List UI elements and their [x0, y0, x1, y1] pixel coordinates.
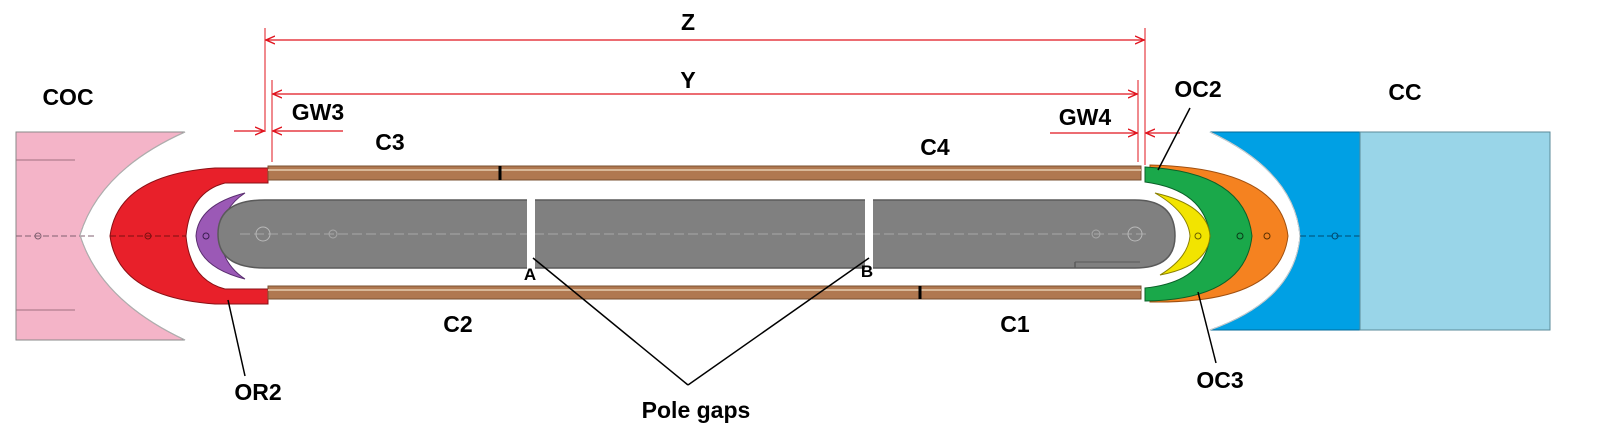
label-or2: OR2 — [234, 379, 281, 405]
conductor-c2-c1 — [267, 285, 1142, 300]
dimension-y — [271, 80, 1139, 162]
or2-red-coil — [79, 131, 269, 341]
pole-body — [217, 199, 1176, 269]
conductor-c3-c4 — [267, 165, 1142, 181]
pole-gap-a — [527, 198, 535, 270]
label-oc2: OC2 — [1174, 76, 1221, 102]
pole-gap-b — [865, 198, 873, 270]
label-coc: COC — [42, 84, 93, 110]
label-b: B — [861, 262, 873, 281]
label-y: Y — [680, 67, 695, 93]
label-gw4: GW4 — [1059, 104, 1112, 130]
label-gw3: GW3 — [292, 99, 344, 125]
label-c2: C2 — [443, 311, 472, 337]
label-c3: C3 — [375, 129, 404, 155]
cc-tail — [1359, 131, 1551, 331]
label-c1: C1 — [1000, 311, 1030, 337]
label-oc3: OC3 — [1196, 367, 1243, 393]
label-a: A — [524, 265, 536, 284]
label-c4: C4 — [920, 134, 950, 160]
leader-lines — [227, 107, 1217, 386]
label-z: Z — [681, 9, 695, 35]
label-cc: CC — [1388, 79, 1421, 105]
label-pole-gaps: Pole gaps — [642, 397, 751, 423]
cc-block — [1209, 131, 1361, 331]
yellow-coil — [1154, 192, 1211, 276]
dimension-z — [264, 28, 1146, 165]
oc2-green-coil — [1144, 166, 1253, 302]
